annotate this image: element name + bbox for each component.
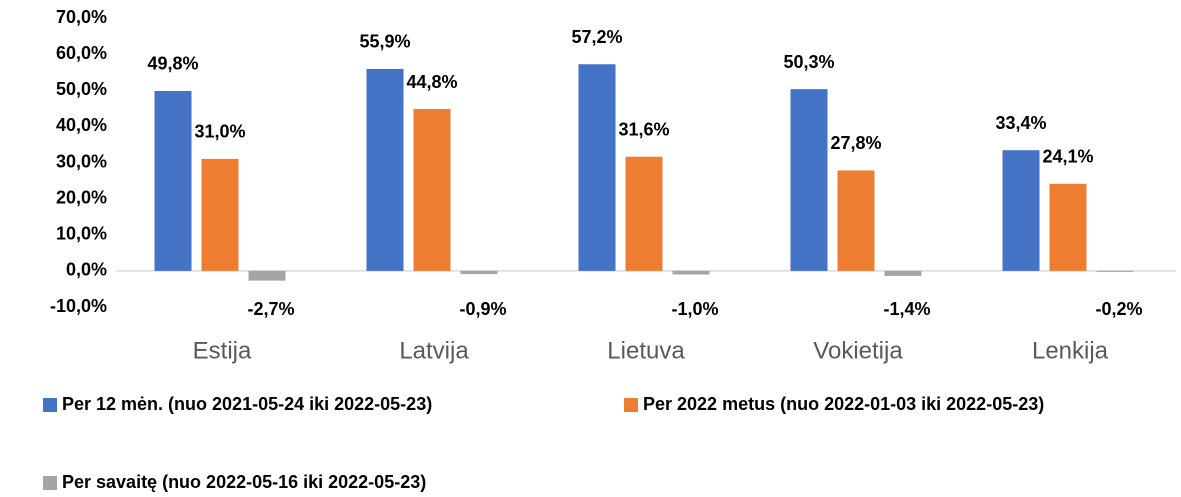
y-tick-label: 40,0% [56, 115, 107, 135]
bar [1096, 270, 1134, 272]
data-label: 31,6% [618, 119, 669, 139]
bar [460, 270, 498, 275]
legend-swatch [43, 476, 57, 490]
x-tick-label: Latvija [399, 337, 469, 364]
data-label: -1,0% [671, 299, 718, 319]
data-label: 44,8% [406, 72, 457, 92]
bar [1002, 150, 1040, 271]
x-tick-label: Lietuva [607, 337, 685, 364]
bar [625, 156, 663, 271]
y-tick-label: 0,0% [66, 260, 107, 280]
y-tick-label: 50,0% [56, 79, 107, 99]
x-tick-label: Estija [193, 337, 252, 364]
bar [413, 109, 451, 271]
bar [790, 89, 828, 271]
bar [672, 270, 710, 275]
bar [1049, 183, 1087, 271]
data-label: 50,3% [783, 52, 834, 72]
bar [884, 270, 922, 276]
bar [837, 170, 875, 271]
y-tick-label: 20,0% [56, 187, 107, 207]
x-tick-label: Vokietija [813, 337, 903, 364]
y-tick-label: 60,0% [56, 43, 107, 63]
data-label: 49,8% [147, 54, 198, 74]
bar [578, 64, 616, 271]
data-label: 31,0% [194, 122, 245, 142]
legend-label: Per 12 mėn. (nuo 2021-05-24 iki 2022-05-… [62, 394, 432, 414]
bar [248, 270, 286, 281]
data-label: -0,2% [1095, 299, 1142, 319]
data-label: 24,1% [1042, 147, 1093, 167]
data-label: -0,9% [459, 299, 506, 319]
data-label: -1,4% [883, 299, 930, 319]
data-label: 55,9% [359, 32, 410, 52]
data-label: 27,8% [830, 133, 881, 153]
y-tick-label: 30,0% [56, 151, 107, 171]
legend-swatch [43, 398, 57, 412]
bar [201, 158, 239, 271]
bar [154, 90, 192, 271]
y-tick-label: 10,0% [56, 224, 107, 244]
data-label: 33,4% [995, 113, 1046, 133]
data-label: -2,7% [247, 299, 294, 319]
legend-label: Per 2022 metus (nuo 2022-01-03 iki 2022-… [643, 394, 1044, 414]
x-tick-label: Lenkija [1032, 337, 1109, 364]
legend-label: Per savaitę (nuo 2022-05-16 iki 2022-05-… [62, 472, 426, 492]
bar [366, 68, 404, 271]
data-label: 57,2% [571, 27, 622, 47]
y-tick-label: 70,0% [56, 7, 107, 27]
y-tick-label: -10,0% [50, 296, 107, 316]
legend-swatch [624, 398, 638, 412]
